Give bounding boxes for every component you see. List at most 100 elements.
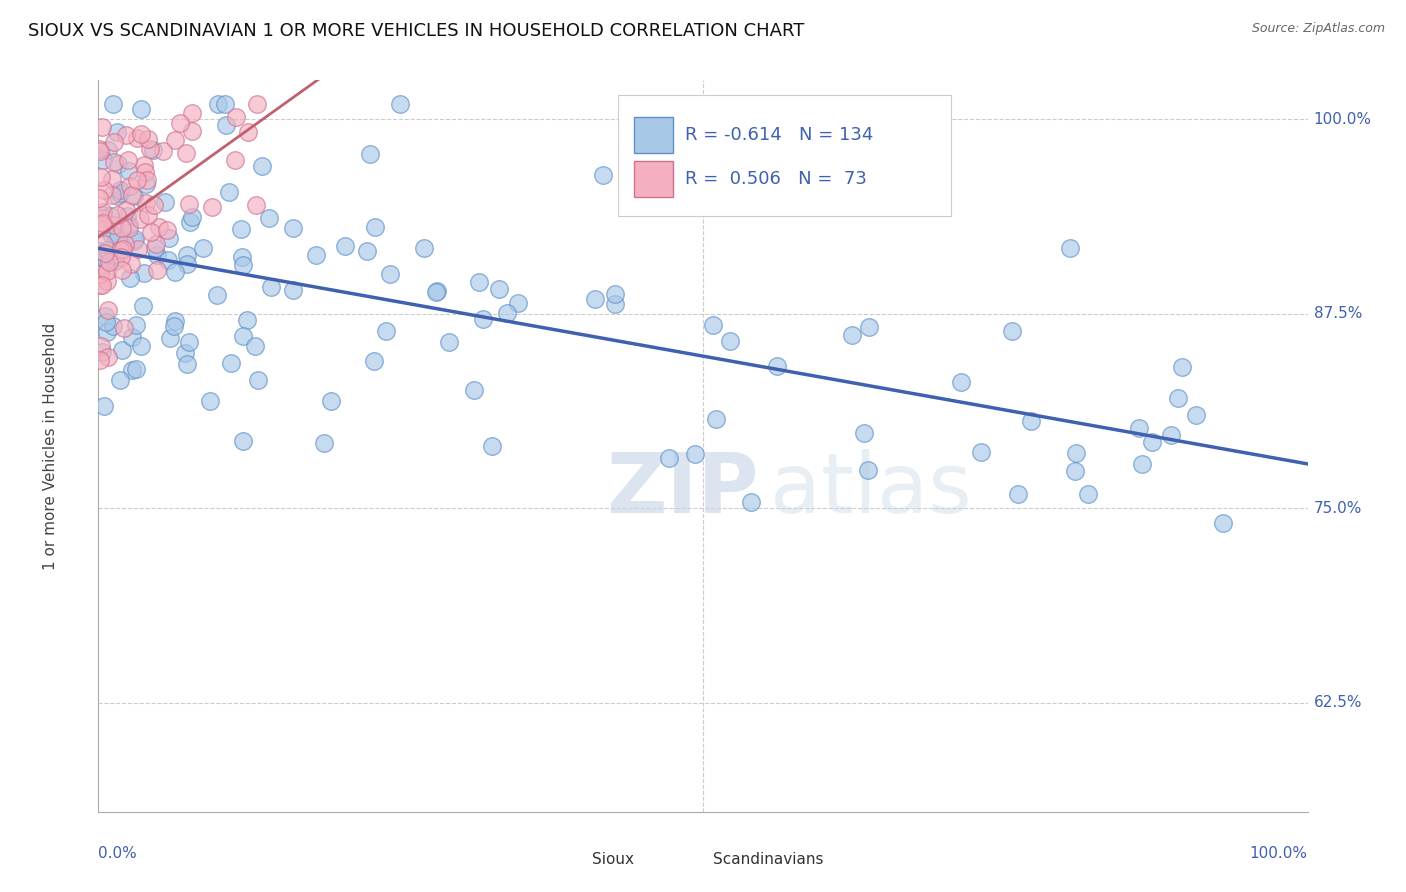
Point: [413, 241, 436, 255]
Point: [121, 188, 143, 202]
Point: [120, 256, 142, 270]
Point: [231, 250, 253, 264]
Point: [236, 313, 259, 327]
Point: [356, 244, 378, 259]
Point: [603, 287, 626, 301]
Point: [245, 198, 267, 212]
Point: [246, 96, 269, 111]
Point: [118, 178, 141, 193]
Point: [853, 426, 876, 441]
Point: [87, 142, 110, 156]
Point: [215, 118, 238, 132]
Point: [91, 216, 114, 230]
Point: [221, 356, 243, 370]
Point: [363, 353, 385, 368]
Point: [969, 445, 991, 459]
Point: [91, 153, 114, 168]
Point: [153, 194, 176, 209]
Point: [174, 146, 197, 161]
Point: [121, 330, 143, 344]
Point: [174, 346, 197, 360]
Point: [359, 146, 381, 161]
Point: [118, 218, 141, 232]
Text: 62.5%: 62.5%: [1313, 695, 1362, 710]
Text: R = -0.614   N = 134: R = -0.614 N = 134: [685, 126, 873, 145]
Point: [108, 373, 131, 387]
Point: [1130, 457, 1153, 471]
Point: [97, 255, 120, 269]
Point: [96, 264, 118, 278]
Point: [120, 270, 142, 285]
Point: [122, 188, 145, 202]
Point: [176, 257, 198, 271]
Point: [114, 236, 136, 251]
Point: [94, 315, 117, 329]
Point: [720, 334, 742, 348]
Point: [115, 203, 138, 218]
Point: [740, 495, 762, 509]
Point: [766, 359, 789, 373]
Point: [658, 450, 681, 465]
Point: [90, 218, 112, 232]
Point: [437, 335, 460, 350]
Point: [111, 221, 134, 235]
Point: [250, 160, 273, 174]
Point: [176, 357, 198, 371]
Point: [101, 188, 124, 202]
FancyBboxPatch shape: [555, 847, 586, 871]
Point: [89, 191, 111, 205]
Text: 87.5%: 87.5%: [1313, 306, 1362, 321]
Point: [165, 265, 187, 279]
Point: [125, 173, 148, 187]
Point: [704, 412, 727, 426]
Point: [131, 338, 153, 352]
Point: [93, 205, 115, 219]
Text: Sioux: Sioux: [592, 852, 634, 867]
FancyBboxPatch shape: [676, 847, 707, 871]
Point: [118, 164, 141, 178]
Point: [159, 331, 181, 345]
Point: [107, 188, 129, 202]
Point: [949, 375, 972, 389]
Point: [841, 328, 863, 343]
FancyBboxPatch shape: [619, 95, 950, 216]
Point: [103, 154, 125, 169]
Point: [1128, 421, 1150, 435]
Point: [257, 211, 280, 226]
Point: [143, 241, 166, 255]
Point: [225, 110, 247, 124]
Point: [121, 363, 143, 377]
Point: [89, 268, 111, 282]
Point: [110, 343, 132, 357]
Point: [115, 128, 138, 142]
Point: [89, 353, 111, 368]
Point: [305, 248, 328, 262]
Point: [90, 344, 112, 359]
Point: [135, 177, 157, 191]
Text: Scandinavians: Scandinavians: [713, 852, 823, 867]
Point: [118, 220, 141, 235]
Point: [281, 284, 304, 298]
Point: [101, 96, 124, 111]
Point: [181, 106, 204, 120]
Point: [180, 211, 202, 225]
Point: [105, 125, 128, 139]
Point: [163, 319, 186, 334]
Point: [129, 102, 152, 116]
Point: [218, 186, 240, 200]
Point: [91, 208, 114, 222]
Text: atlas: atlas: [769, 450, 972, 531]
Point: [93, 400, 115, 414]
Point: [1167, 391, 1189, 405]
Point: [260, 280, 283, 294]
Point: [156, 223, 179, 237]
Point: [97, 303, 120, 318]
Text: 100.0%: 100.0%: [1313, 112, 1372, 127]
Point: [96, 274, 118, 288]
Point: [89, 260, 111, 275]
Point: [176, 247, 198, 261]
Point: [229, 221, 252, 235]
Point: [142, 144, 165, 158]
Point: [117, 209, 139, 223]
Point: [157, 252, 180, 267]
